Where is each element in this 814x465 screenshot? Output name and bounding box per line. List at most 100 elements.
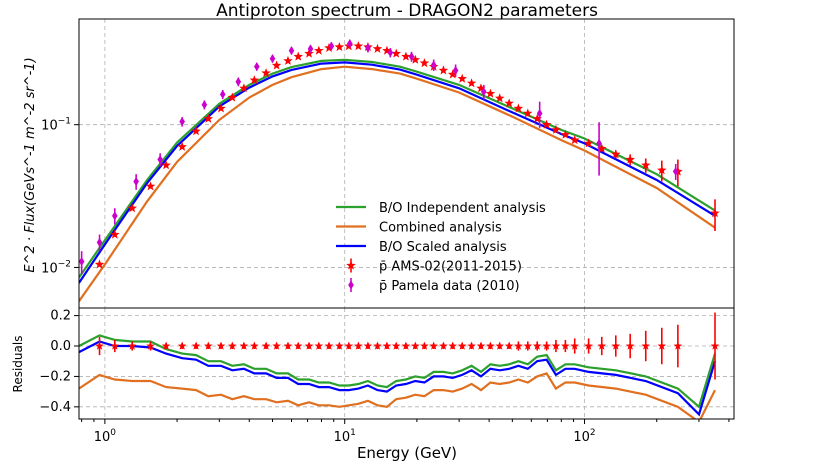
residual-point — [161, 341, 171, 350]
x-tick-label: 101 — [334, 428, 356, 445]
ams02-point — [127, 203, 137, 213]
ams02-point — [216, 103, 226, 113]
legend-label: B/O Independent analysis — [379, 201, 546, 216]
residual-point — [110, 341, 120, 350]
pamela-point — [480, 87, 487, 97]
residuals-frame — [78, 307, 735, 420]
residual-point — [127, 341, 137, 350]
ams02-point — [485, 88, 496, 98]
legend-label: p̄ AMS-02(2011-2015) — [379, 260, 522, 275]
ams02-point — [532, 113, 542, 123]
ams02-point — [495, 93, 505, 103]
pamela-point — [672, 167, 679, 177]
ams02-point — [513, 103, 524, 113]
y-tick-label: −0.4 — [39, 400, 71, 415]
ams02-point — [560, 129, 571, 139]
residuals-data-points — [95, 312, 720, 380]
ams02-point — [110, 229, 120, 239]
ams02-point — [177, 141, 187, 151]
pamela-point — [254, 62, 260, 72]
residual-point — [457, 341, 467, 350]
residual-point — [411, 341, 420, 350]
y-tick-label: 10−2 — [41, 259, 71, 276]
residual-point — [551, 341, 561, 350]
ams02-point — [227, 92, 238, 102]
residual-line — [79, 340, 717, 417]
pamela-point — [328, 41, 335, 51]
series-line — [79, 61, 716, 284]
residual-point — [363, 341, 373, 350]
pamela-point — [157, 155, 163, 165]
pamela-point — [365, 43, 371, 53]
ams02-point — [203, 113, 214, 123]
residuals-model-lines — [79, 334, 717, 419]
residual-point — [191, 341, 201, 350]
pamela-point — [219, 89, 226, 99]
x-tick-label: 100 — [94, 428, 117, 445]
residual-point — [401, 341, 411, 350]
residual-point — [542, 341, 551, 350]
y-tick-label: 0.0 — [50, 339, 71, 354]
residual-point — [611, 341, 621, 350]
residual-point — [523, 341, 533, 350]
pamela-point — [307, 44, 314, 54]
residual-point — [95, 341, 104, 350]
pamela-point — [201, 100, 208, 110]
residual-point — [146, 341, 155, 350]
ams02-point — [161, 160, 171, 170]
residual-point — [304, 341, 314, 350]
residuals-y-ticks: 0.2 0.0 −0.2 −0.4 — [39, 309, 79, 415]
chart-title: Antiproton spectrum - DRAGON2 parameters — [216, 1, 598, 21]
ams02-point — [641, 160, 651, 170]
legend-star — [346, 260, 356, 270]
y-tick-label: −0.2 — [39, 369, 71, 384]
pamela-point — [112, 211, 118, 221]
residual-point — [561, 341, 570, 350]
residual-point — [448, 341, 457, 350]
pamela-point — [96, 237, 103, 247]
spectrum-panel: 10−210−1 E^2 · Flux(GeVs^-1 m^-2 sr^-1) … — [23, 18, 735, 309]
ams02-point — [324, 42, 334, 52]
residual-point — [228, 341, 237, 350]
residual-point — [495, 341, 504, 350]
ams02-point — [191, 126, 201, 136]
residual-point — [239, 341, 249, 350]
residual-point — [532, 341, 542, 350]
ams02-point — [710, 208, 720, 218]
series-line — [79, 58, 716, 279]
spectrum-model-lines — [79, 58, 716, 302]
residual-point — [324, 341, 334, 350]
pamela-point — [452, 65, 459, 75]
residual-point — [504, 341, 514, 350]
residual-point — [673, 341, 683, 350]
spectrum-grid — [79, 19, 734, 308]
ams02-point — [334, 42, 345, 52]
x-axis-label: Energy (GeV) — [357, 444, 457, 462]
pamela-point — [179, 117, 185, 127]
pamela-point — [288, 46, 295, 56]
residual-point — [283, 341, 293, 350]
ams02-point — [372, 43, 383, 53]
ams02-point — [504, 98, 514, 108]
spectrum-y-label: E^2 · Flux(GeVs^-1 m^-2 sr^-1) — [23, 57, 38, 272]
pamela-point — [536, 108, 543, 118]
residual-point — [570, 341, 579, 350]
residual-point — [641, 341, 650, 350]
ams02-point — [466, 78, 477, 88]
pamela-point — [269, 54, 276, 64]
pamela-point — [346, 39, 353, 49]
ams02-point — [401, 51, 411, 61]
legend-label: p̄ Pamela data (2010) — [379, 279, 520, 294]
pamela-point — [133, 177, 139, 187]
legend-label: Combined analysis — [379, 221, 502, 236]
pamela-point — [78, 257, 85, 267]
residual-point — [391, 341, 401, 350]
ams02-point — [145, 181, 156, 191]
ams02-point — [94, 259, 105, 269]
residual-point — [625, 341, 635, 350]
residual-point — [486, 341, 495, 350]
x-tick-label: 102 — [573, 428, 595, 445]
residual-point — [382, 341, 392, 350]
y-tick-label: 10−1 — [41, 117, 71, 134]
residual-point — [710, 341, 720, 350]
